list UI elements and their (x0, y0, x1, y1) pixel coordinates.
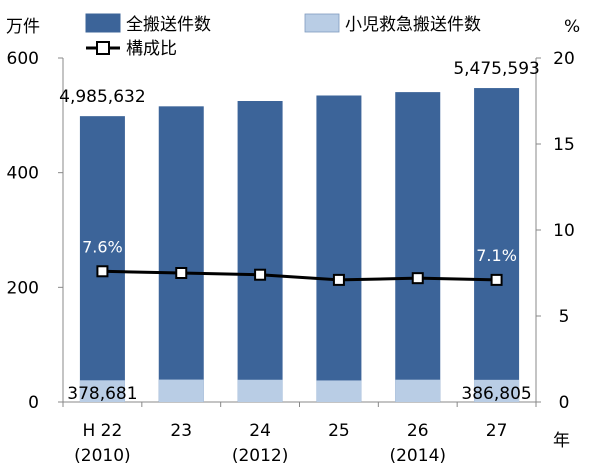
bar-child (237, 379, 283, 402)
bar-total (237, 101, 283, 402)
bar-total (395, 92, 441, 402)
ratio-marker (411, 272, 424, 285)
data-labels: 4,985,632 5,475,593 378,681 386,805 7.6% 7.1% (59, 59, 540, 404)
y-left-ticks: 0 200 400 600 (7, 49, 63, 413)
y-right-tick-label: 20 (553, 49, 575, 69)
legend-label-total: 全搬送件数 (126, 15, 211, 35)
y-left-tick-label: 0 (28, 393, 39, 413)
legend: 全搬送件数 小児救急搬送件数 構成比 (85, 13, 481, 59)
bars (79, 88, 520, 402)
bar-child (79, 380, 125, 402)
label-total-first: 4,985,632 (59, 87, 146, 107)
legend-swatch-total (85, 13, 121, 33)
y-left-tick-label: 600 (7, 49, 39, 69)
x-tick-label: H 22 (83, 421, 123, 441)
ratio-marker (332, 273, 345, 286)
label-pct-first: 7.6% (82, 237, 123, 256)
legend-label-ratio: 構成比 (126, 39, 177, 59)
ratio-marker (175, 267, 188, 279)
legend-marker-ratio (96, 41, 110, 55)
bar-child (474, 379, 520, 402)
y-right-ticks: 0 5 10 15 20 (536, 49, 575, 413)
bar-total (79, 116, 125, 402)
label-child-last: 386,805 (461, 384, 531, 404)
ratio-line-series (96, 265, 503, 286)
bar-child (316, 380, 362, 402)
x-tick-sublabel: (2014) (389, 446, 446, 466)
bar-total (316, 95, 362, 402)
bar-total (158, 106, 204, 402)
x-unit-label: 年 (553, 431, 570, 451)
bar-child (395, 379, 441, 402)
x-tick-sublabel: (2010) (74, 446, 131, 466)
y-right-tick-label: 15 (553, 135, 575, 155)
ratio-marker (96, 265, 109, 278)
label-pct-last: 7.1% (476, 246, 517, 265)
label-child-first: 378,681 (67, 384, 137, 404)
ratio-marker (490, 273, 503, 286)
x-ticks: H 22 (2010) 23 24 (2012) 25 26 (2014) 27 (62, 402, 537, 466)
y-right-tick-label: 10 (553, 221, 575, 241)
ratio-line (102, 269, 497, 282)
y-right-unit-label: % (564, 17, 580, 37)
x-tick-sublabel: (2012) (232, 446, 289, 466)
legend-swatch-child (304, 13, 340, 33)
y-right-tick-label: 0 (559, 393, 570, 413)
y-left-tick-label: 400 (7, 164, 39, 184)
bar-child (158, 379, 204, 402)
y-right-tick-label: 5 (559, 307, 570, 327)
x-tick-label: 26 (407, 421, 429, 441)
x-tick-label: 25 (328, 421, 350, 441)
y-left-unit-label: 万件 (6, 17, 40, 37)
ratio-marker (254, 268, 267, 281)
x-tick-label: 27 (486, 421, 508, 441)
label-total-last: 5,475,593 (453, 59, 540, 79)
legend-label-child: 小児救急搬送件数 (345, 15, 481, 35)
y-left-tick-label: 200 (7, 278, 39, 298)
x-tick-label: 24 (249, 421, 271, 441)
bar-total (474, 88, 520, 402)
x-tick-label: 23 (170, 421, 192, 441)
